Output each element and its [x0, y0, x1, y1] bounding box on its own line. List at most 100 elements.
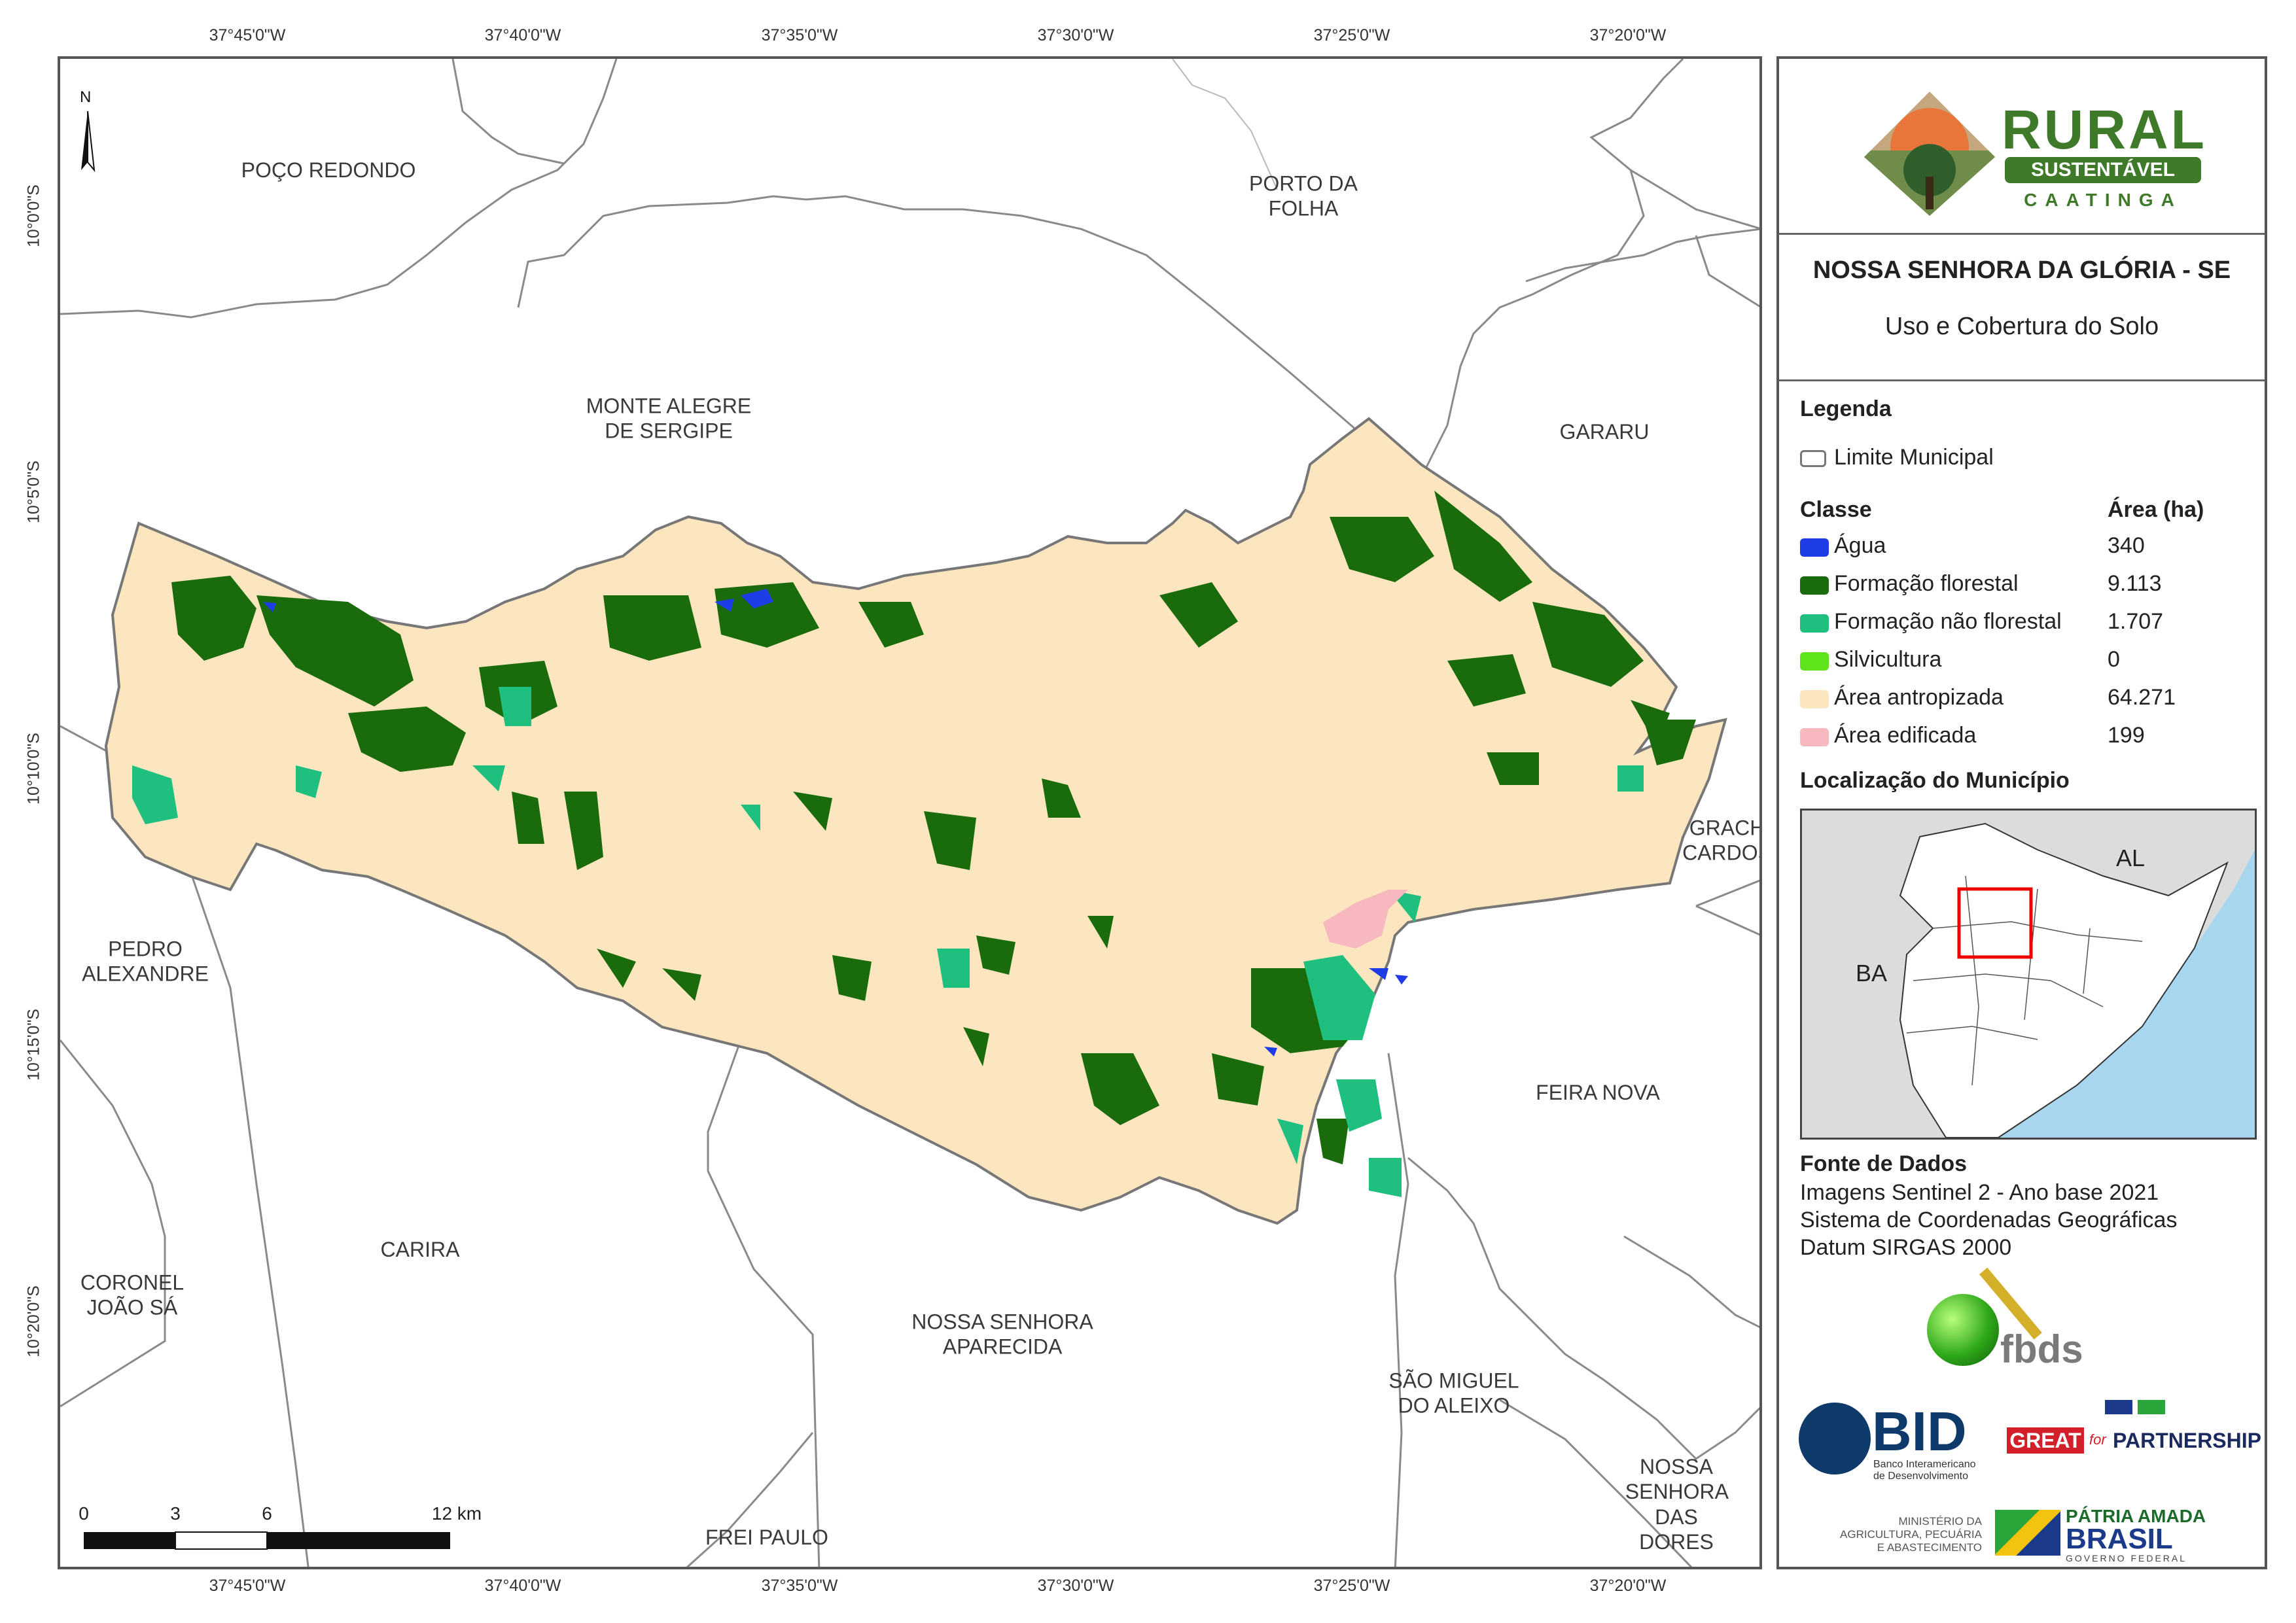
legend-label: Área antropizada [1834, 685, 2004, 710]
great-partnership-logo: GREAT for PARTNERSHIP [2007, 1400, 2261, 1478]
legend-label: Formação não florestal [1834, 609, 2062, 634]
governo-text: GOVERNO FEDERAL [2066, 1553, 2187, 1563]
longitude-label: 37°45'0"W [209, 26, 286, 44]
legend-item-silvicultura: Silvicultura 0 [1800, 647, 2252, 678]
latitude-label: 10°20'0"S [24, 1285, 43, 1357]
inset-label-ba: BA [1856, 960, 1888, 986]
source-line: Sistema de Coordenadas Geográficas [1800, 1208, 2178, 1232]
label-frei-paulo: FREI PAULO [705, 1525, 828, 1549]
label-gracho-cardoso: GRACHO CARDOSO [1682, 816, 1759, 865]
label-sao-miguel-do-aleixo: SÃO MIGUEL DO ALEIXO [1388, 1369, 1519, 1418]
location-heading: Localização do Município [1800, 768, 2070, 793]
fbds-globe-icon [1927, 1294, 1999, 1366]
label-coronel-joao-sa: CORONEL JOÃO SÁ [80, 1270, 185, 1319]
legend-area: 1.707 [2108, 609, 2164, 634]
longitude-label: 37°25'0"W [1313, 26, 1390, 44]
legend-label: Água [1834, 533, 1886, 558]
longitude-label: 37°40'0"W [484, 1577, 561, 1595]
legend-area: 64.271 [2108, 685, 2176, 710]
longitude-label: 37°30'0"W [1037, 1577, 1114, 1595]
built-area [1323, 890, 1408, 949]
source-line: Imagens Sentinel 2 - Ano base 2021 [1800, 1180, 2159, 1205]
great-text: GREAT [2007, 1427, 2084, 1454]
north-arrow-icon [81, 111, 96, 173]
bid-emblem-icon [1799, 1403, 1871, 1475]
inset-label-al: AL [2116, 845, 2146, 871]
location-inset-map[interactable]: AL BA [1800, 809, 2257, 1140]
label-porto-da-folha: PORTO DA FOLHA [1249, 171, 1358, 220]
label-monte-alegre: MONTE ALEGRE DE SERGIPE [586, 394, 752, 443]
patria-text: PÁTRIA AMADA [2066, 1506, 2206, 1526]
legend-label: Limite Municipal [1834, 445, 1994, 470]
legend-area: 199 [2108, 723, 2145, 748]
rural-sustentavel-logo: RURAL SUSTENTÁVEL CAATINGA [1858, 85, 2224, 216]
location-highlight-box [1957, 887, 2033, 959]
uk-flag-icon [2105, 1400, 2132, 1414]
fbds-logo: fbds [1927, 1267, 2123, 1379]
longitude-label: 37°30'0"W [1037, 26, 1114, 44]
built-swatch-icon [1800, 728, 1829, 746]
bid-logo: BID Banco Interamericano de Desenvolvime… [1799, 1400, 2008, 1492]
scale-bar [84, 1531, 450, 1550]
panel-divider [1779, 379, 2265, 381]
label-nossa-senhora-aparecida: NOSSA SENHORA APARECIDA [911, 1310, 1093, 1359]
map-frame[interactable]: N POÇO REDONDO PORTO DA FOLHA MONTE ALEG… [58, 56, 1762, 1569]
label-nossa-senhora-das-dores: NOSSA SENHORA DAS DORES [1625, 1455, 1729, 1554]
legend-label: Silvicultura [1834, 647, 1942, 672]
map-subtitle: Uso e Cobertura do Solo [1884, 313, 2159, 340]
label-feira-nova: FEIRA NOVA [1536, 1080, 1660, 1104]
legend-area: 9.113 [2108, 571, 2162, 596]
bid-text: BID [1872, 1401, 1967, 1462]
legend-item-boundary: Limite Municipal [1800, 445, 2252, 476]
north-label: N [80, 88, 91, 106]
panel-divider [1779, 233, 2265, 235]
legend-item-non-forest: Formação não florestal 1.707 [1800, 609, 2252, 640]
legend-area: 340 [2108, 533, 2145, 558]
longitude-label: 37°45'0"W [209, 1577, 286, 1595]
longitude-label: 37°20'0"W [1589, 1577, 1667, 1595]
partnership-text: PARTNERSHIP [2113, 1429, 2261, 1452]
legend-label: Formação florestal [1834, 571, 2019, 596]
logo-region: CAATINGA [2024, 190, 2182, 210]
fbds-text: fbds [2000, 1327, 2083, 1371]
brasil-text: BRASIL [2066, 1523, 2173, 1555]
label-gararu: GARARU [1559, 419, 1650, 444]
forest-swatch-icon [1800, 576, 1829, 595]
scale-tick-label: 6 [262, 1503, 272, 1524]
map-side-panel: RURAL SUSTENTÁVEL CAATINGA NOSSA SENHORA… [1776, 56, 2267, 1569]
latitude-label: 10°0'0"S [24, 184, 43, 247]
brazil-flag-icon [2138, 1400, 2165, 1414]
boundary-swatch-icon [1800, 450, 1826, 467]
class-heading: Classe [1800, 497, 1872, 522]
latitude-label: 10°15'0"S [24, 1009, 43, 1081]
bid-subtext: Banco Interamericano de Desenvolvimento [1873, 1459, 1976, 1482]
latitude-label: 10°10'0"S [24, 733, 43, 805]
legend-item-agua: Água 340 [1800, 533, 2252, 565]
water-swatch-icon [1800, 538, 1829, 557]
longitude-label: 37°25'0"W [1313, 1577, 1390, 1595]
scale-tick-label: 0 [79, 1503, 89, 1524]
longitude-label: 37°20'0"W [1589, 26, 1667, 44]
great-for-text: for [2089, 1431, 2106, 1448]
water-bodies [263, 589, 1408, 1056]
land-cover-map[interactable]: N [60, 59, 1762, 1569]
patria-brasil-logo: PÁTRIA AMADA BRASIL GOVERNO FEDERAL [1995, 1503, 2231, 1563]
map-title: NOSSA SENHORA DA GLÓRIA - SE [1812, 256, 2231, 284]
label-poco-redondo: POÇO REDONDO [241, 158, 416, 182]
source-heading: Fonte de Dados [1800, 1151, 1968, 1176]
silviculture-swatch-icon [1800, 652, 1829, 671]
inset-map-svg [1899, 822, 2255, 1138]
non-forest-patches [132, 687, 1644, 1197]
non-forest-swatch-icon [1800, 614, 1829, 633]
legend-heading: Legenda [1800, 396, 1892, 421]
legend-label: Área edificada [1834, 723, 1977, 748]
scale-tick-label: 12 km [431, 1503, 482, 1524]
brasil-flag-icon [1995, 1510, 2060, 1556]
forest-patches [171, 491, 1696, 1164]
latitude-label: 10°5'0"S [24, 461, 43, 523]
legend-item-forest: Formação florestal 9.113 [1800, 571, 2252, 602]
longitude-label: 37°35'0"W [761, 1577, 838, 1595]
ministry-text: MINISTÉRIO DA AGRICULTURA, PECUÁRIA E AB… [1840, 1515, 1982, 1554]
logo-title: RURAL [2002, 99, 2207, 160]
logo-subtitle: SUSTENTÁVEL [2005, 157, 2201, 183]
